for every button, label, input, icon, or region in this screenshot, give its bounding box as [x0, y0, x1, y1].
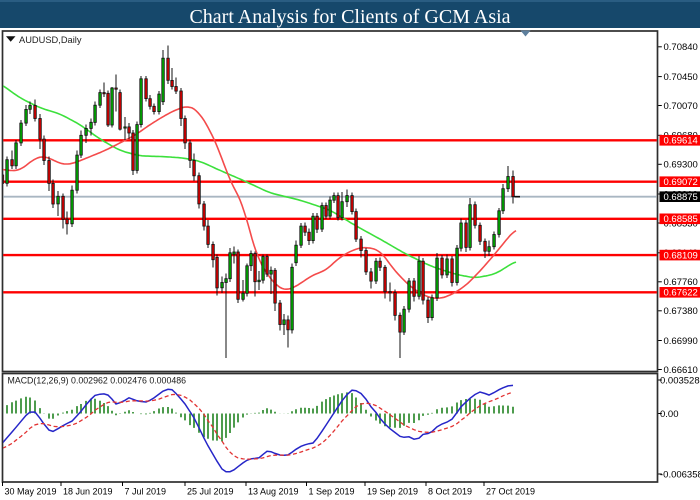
- svg-text:0.70840: 0.70840: [664, 42, 698, 53]
- svg-text:0.003528: 0.003528: [660, 375, 700, 386]
- svg-text:-0.006358: -0.006358: [660, 469, 700, 480]
- svg-text:Chart Analysis for Clients of: Chart Analysis for Clients of GCM Asia: [189, 6, 510, 28]
- svg-text:0.68875: 0.68875: [664, 192, 698, 203]
- svg-text:7 Jul 2019: 7 Jul 2019: [125, 487, 167, 497]
- svg-text:0.68109: 0.68109: [664, 251, 698, 262]
- svg-text:0.69614: 0.69614: [664, 136, 698, 147]
- svg-text:25 Jul 2019: 25 Jul 2019: [187, 487, 234, 497]
- svg-text:13 Aug 2019: 13 Aug 2019: [248, 487, 299, 497]
- svg-text:30 May 2019: 30 May 2019: [5, 487, 57, 497]
- svg-text:27 Oct 2019: 27 Oct 2019: [486, 487, 535, 497]
- svg-text:0.67380: 0.67380: [664, 306, 698, 317]
- svg-text:MACD(12,26,9) 0.002962 0.00247: MACD(12,26,9) 0.002962 0.002476 0.000486: [8, 376, 187, 386]
- svg-text:AUDUSD,Daily: AUDUSD,Daily: [19, 35, 82, 45]
- svg-text:0.69072: 0.69072: [664, 177, 698, 188]
- svg-text:19 Sep 2019: 19 Sep 2019: [367, 487, 418, 497]
- svg-text:0.69300: 0.69300: [664, 160, 698, 171]
- svg-text:0.66990: 0.66990: [664, 336, 698, 347]
- svg-text:0.68585: 0.68585: [664, 214, 698, 225]
- svg-text:8 Oct 2019: 8 Oct 2019: [428, 487, 472, 497]
- svg-text:0.70070: 0.70070: [664, 101, 698, 112]
- svg-text:0.00: 0.00: [660, 409, 679, 420]
- svg-text:0.67622: 0.67622: [664, 288, 698, 299]
- svg-text:0.70450: 0.70450: [664, 72, 698, 83]
- svg-text:0.67760: 0.67760: [664, 277, 698, 288]
- svg-text:0.66610: 0.66610: [664, 365, 698, 376]
- svg-text:1 Sep 2019: 1 Sep 2019: [309, 487, 355, 497]
- svg-text:18 Jun 2019: 18 Jun 2019: [63, 487, 113, 497]
